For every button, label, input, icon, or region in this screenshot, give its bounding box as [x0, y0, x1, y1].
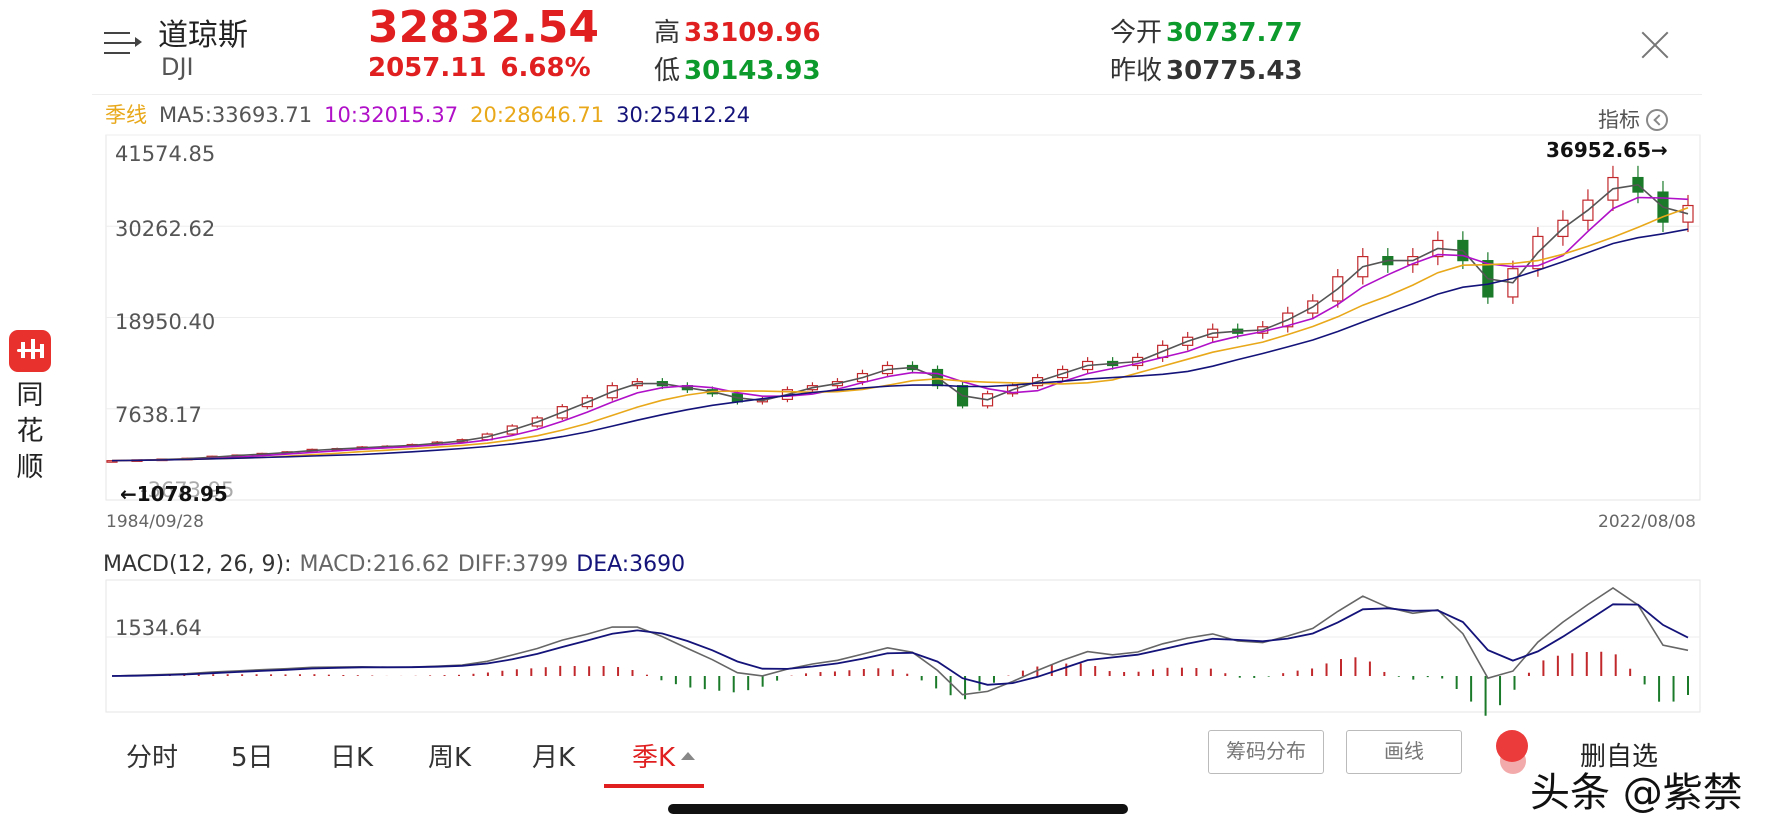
ma30-value: 30:25412.24 [616, 103, 751, 127]
ma20-value: 20:28646.71 [470, 103, 605, 127]
end-date: 2022/08/08 [1598, 512, 1696, 532]
start-date: 1984/09/28 [106, 512, 204, 532]
tab-quarterly-k[interactable]: 季K [632, 737, 696, 774]
ma-period: 季线 [105, 103, 147, 127]
current-price: 32832.54 [368, 2, 600, 53]
change-percent: 6.68% [500, 53, 591, 83]
prev-close-value: 30775.43 [1166, 56, 1303, 86]
home-indicator[interactable] [668, 804, 1128, 814]
ma30-line [111, 228, 1689, 462]
max-annotation: 36952.65→ [1546, 138, 1668, 162]
y-axis-label-5: -3673.95 [140, 478, 235, 502]
remove-favorite-button[interactable]: 删自选 [1580, 742, 1659, 772]
ma10-line [111, 196, 1689, 462]
low-stat: 低 30143.93 [654, 50, 821, 87]
menu-icon[interactable] [104, 30, 142, 56]
app-logo-icon [9, 330, 51, 372]
active-tab-indicator [604, 784, 704, 788]
macd-value: MACD:216.62 [299, 552, 450, 577]
macd-frame [105, 579, 1701, 713]
low-label: 低 [654, 56, 681, 86]
index-code: DJI [161, 53, 194, 81]
ma-legend: 季线 MA5:33693.71 10:32015.37 20:28646.71 30:2… [105, 99, 762, 129]
ma10-value: 10:32015.37 [324, 103, 459, 127]
indicator-label: 指标 [1598, 108, 1640, 132]
ma5-value: MA5:33693.71 [159, 103, 313, 127]
open-value: 30737.77 [1166, 18, 1303, 48]
app-name-char-3: 顺 [16, 452, 44, 483]
tab-intraday[interactable]: 分时 [126, 743, 179, 773]
candle-body [1682, 204, 1694, 223]
index-name: 道琼斯 [158, 18, 248, 53]
watermark: 头条 @紫禁 [1530, 770, 1743, 816]
ma5-line [111, 183, 1689, 462]
app-name-char-1: 同 [16, 380, 44, 411]
high-label: 高 [654, 18, 681, 48]
y-axis-label-2: 30262.62 [115, 217, 216, 241]
dea-line [111, 603, 1689, 686]
prev-close-label: 昨收 [1110, 56, 1163, 86]
chip-distribution-button[interactable]: 筹码分布 [1208, 730, 1324, 774]
app-badge[interactable]: 同 花 顺 [0, 330, 60, 486]
indicator-button[interactable]: 指标 [1598, 104, 1668, 134]
tab-daily-k[interactable]: 日K [330, 743, 374, 773]
open-stat: 今开 30737.77 [1110, 12, 1303, 49]
price-change: 2057.11 6.68% [368, 53, 605, 83]
tab-quarterly-k-label: 季K [632, 743, 676, 773]
favorite-icon[interactable] [1496, 730, 1528, 762]
low-value: 30143.93 [684, 56, 821, 86]
macd-legend: MACD(12, 26, 9): MACD:216.62 DIFF:3799 DEA:… [103, 552, 693, 577]
header-divider [92, 94, 1702, 95]
open-label: 今开 [1110, 18, 1163, 48]
y-axis-label-3: 18950.40 [115, 310, 216, 334]
high-value: 33109.96 [684, 18, 821, 48]
draw-line-button[interactable]: 画线 [1346, 730, 1462, 774]
caret-up-icon [681, 752, 696, 760]
macd-axis-label: 1534.64 [115, 616, 202, 640]
app-name-char-2: 花 [16, 416, 44, 447]
tab-monthly-k[interactable]: 月K [532, 743, 576, 773]
diff-value: DIFF:3799 [457, 552, 569, 577]
y-axis-label-4: 7638.17 [115, 403, 202, 427]
ma20-line [111, 206, 1689, 462]
macd-title: MACD(12, 26, 9): [103, 552, 292, 577]
diff-line [111, 587, 1689, 696]
tab-weekly-k[interactable]: 周K [428, 743, 472, 773]
y-axis-label-1: 41574.85 [115, 142, 216, 166]
high-stat: 高 33109.96 [654, 12, 821, 49]
change-value: 2057.11 [368, 53, 487, 83]
dea-value: DEA:3690 [576, 552, 686, 577]
prev-close-stat: 昨收 30775.43 [1110, 50, 1303, 87]
chevron-left-icon [1646, 109, 1668, 131]
tab-5day[interactable]: 5日 [231, 743, 274, 773]
min-annotation: ←1078.95 [120, 482, 228, 506]
